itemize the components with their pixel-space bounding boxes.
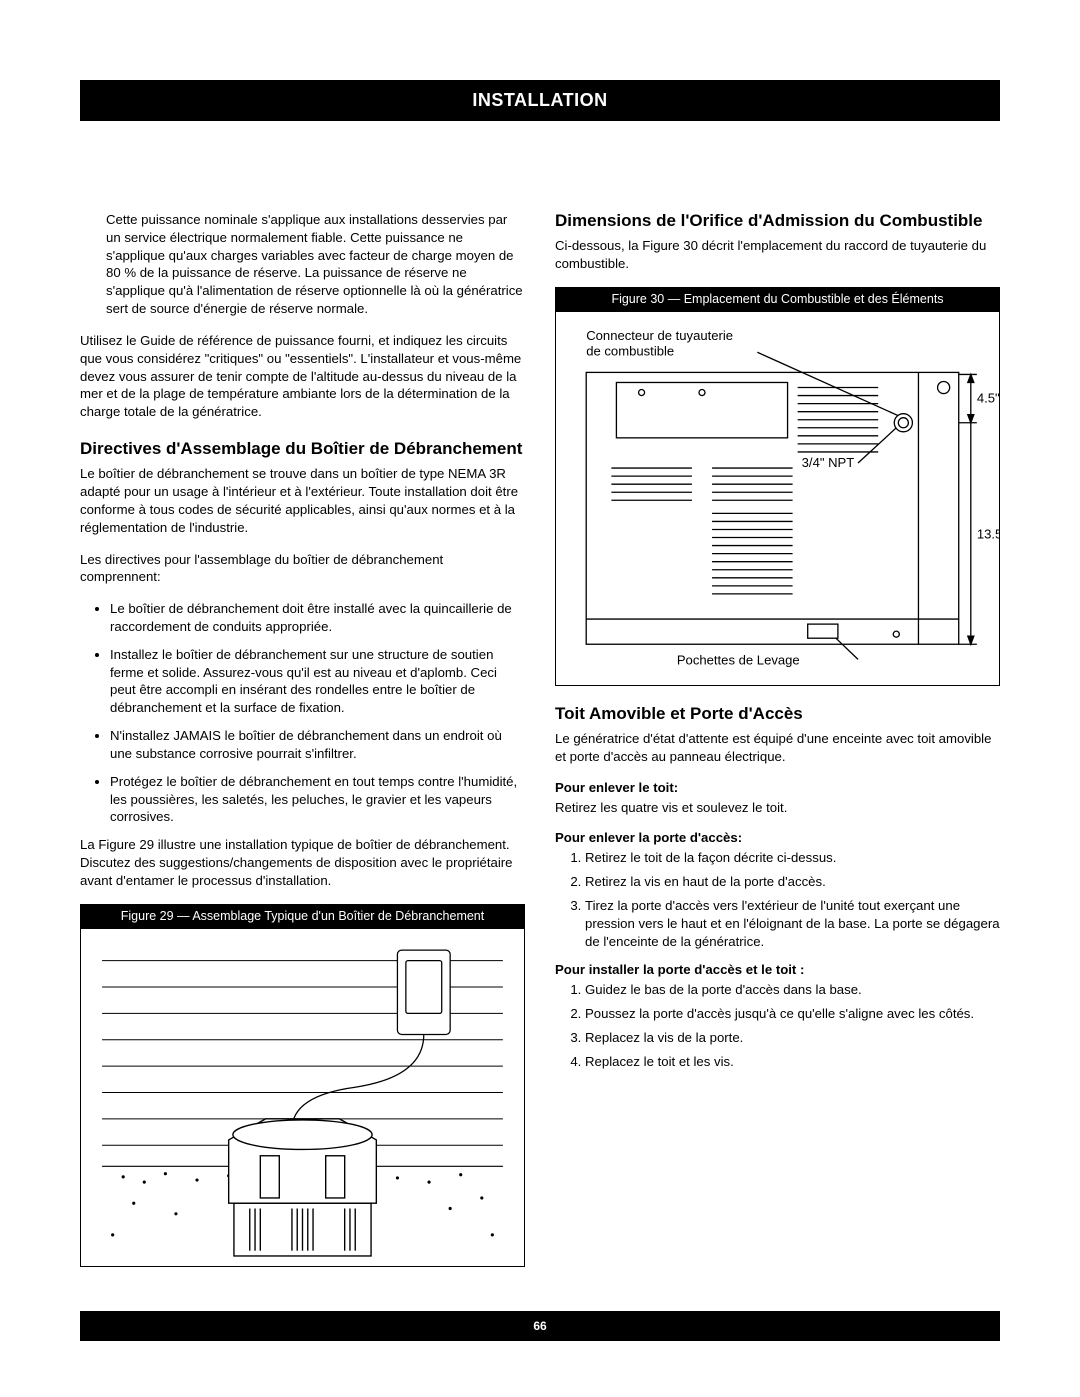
install-door-roof-list: Guidez le bas de la porte d'accès dans l… bbox=[573, 981, 1000, 1070]
list-item: Poussez la porte d'accès jusqu'à ce qu'e… bbox=[585, 1005, 1000, 1023]
fig30-label-dim1: 4.5" bbox=[977, 391, 999, 406]
list-item: Protégez le boîtier de débranchement en … bbox=[110, 773, 525, 826]
left-column: Cette puissance nominale s'applique aux … bbox=[80, 211, 525, 1281]
list-item: Le boîtier de débranchement doit être in… bbox=[110, 600, 525, 636]
section-header: INSTALLATION bbox=[80, 80, 1000, 121]
subhead-remove-door: Pour enlever la porte d'accès: bbox=[555, 830, 1000, 845]
list-item: Guidez le bas de la porte d'accès dans l… bbox=[585, 981, 1000, 999]
figure-29-box bbox=[80, 928, 525, 1268]
figure-29-illustration bbox=[81, 929, 524, 1267]
figure-30-box: Connecteur de tuyauterie de combustible … bbox=[555, 311, 1000, 686]
right-column: Dimensions de l'Orifice d'Admission du C… bbox=[555, 211, 1000, 1281]
page-number: 66 bbox=[507, 1317, 572, 1335]
fuel-p1: Ci-dessous, la Figure 30 décrit l'emplac… bbox=[555, 237, 1000, 273]
roof-p1: Le génératrice d'état d'attente est équi… bbox=[555, 730, 1000, 766]
fig30-label-dim2: 13.5" bbox=[977, 527, 999, 542]
subhead-install-door-roof: Pour installer la porte d'accès et le to… bbox=[555, 962, 1000, 977]
remove-roof-text: Retirez les quatre vis et soulevez le to… bbox=[555, 799, 1000, 817]
figure-30-caption: Figure 30 — Emplacement du Combustible e… bbox=[555, 287, 1000, 311]
remove-door-list: Retirez le toit de la façon décrite ci-d… bbox=[573, 849, 1000, 950]
list-item: Retirez le toit de la façon décrite ci-d… bbox=[585, 849, 1000, 867]
list-item: Retirez la vis en haut de la porte d'acc… bbox=[585, 873, 1000, 891]
figure-29-caption: Figure 29 — Assemblage Typique d'un Boît… bbox=[80, 904, 525, 928]
intro-paragraph-indent: Cette puissance nominale s'applique aux … bbox=[106, 211, 525, 318]
assembly-p1: Le boîtier de débranchement se trouve da… bbox=[80, 465, 525, 536]
heading-roof-door: Toit Amovible et Porte d'Accès bbox=[555, 704, 1000, 724]
page-footer: 66 bbox=[80, 1311, 1000, 1341]
intro-paragraph-2: Utilisez le Guide de référence de puissa… bbox=[80, 332, 525, 421]
list-item: N'installez JAMAIS le boîtier de débranc… bbox=[110, 727, 525, 763]
fig30-label-pockets: Pochettes de Levage bbox=[677, 652, 800, 667]
two-column-layout: Cette puissance nominale s'applique aux … bbox=[80, 211, 1000, 1281]
list-item: Replacez le toit et les vis. bbox=[585, 1053, 1000, 1071]
assembly-bullet-list: Le boîtier de débranchement doit être in… bbox=[98, 600, 525, 826]
fig30-label-npt: 3/4" NPT bbox=[802, 455, 855, 470]
assembly-p2: Les directives pour l'assemblage du boît… bbox=[80, 551, 525, 587]
list-item: Tirez la porte d'accès vers l'extérieur … bbox=[585, 897, 1000, 950]
figure-30-illustration: Connecteur de tuyauterie de combustible … bbox=[556, 312, 999, 685]
heading-fuel-inlet: Dimensions de l'Orifice d'Admission du C… bbox=[555, 211, 1000, 231]
list-item: Replacez la vis de la porte. bbox=[585, 1029, 1000, 1047]
list-item: Installez le boîtier de débranchement su… bbox=[110, 646, 525, 717]
subhead-remove-roof: Pour enlever le toit: bbox=[555, 780, 1000, 795]
assembly-p3: La Figure 29 illustre une installation t… bbox=[80, 836, 525, 889]
heading-assembly-guidelines: Directives d'Assemblage du Boîtier de Dé… bbox=[80, 439, 525, 459]
